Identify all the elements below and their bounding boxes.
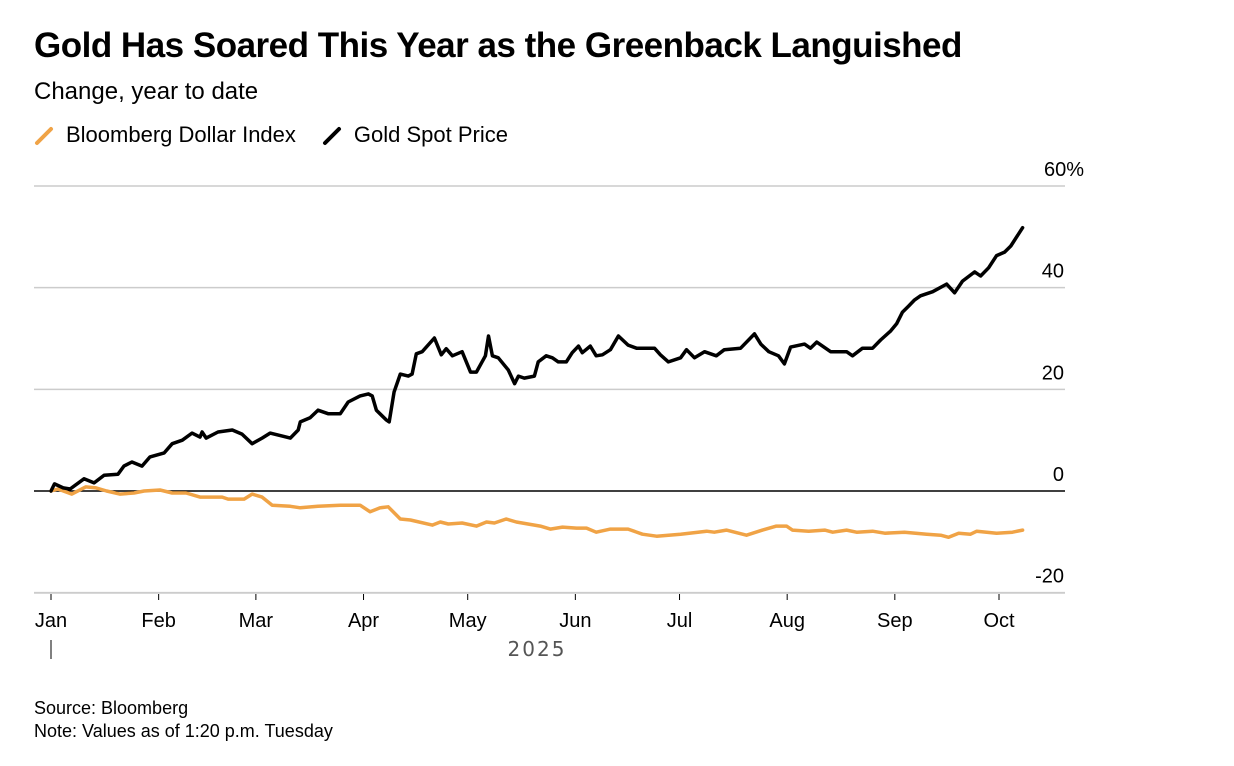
y-axis-labels: 60% 40 20 0 -20 (1035, 159, 1084, 588)
x-tick-label: Oct (983, 610, 1015, 632)
series-line-dollar-index (49, 485, 1025, 540)
legend-swatch-gold-spot (322, 127, 341, 145)
x-tick-label: May (449, 610, 487, 632)
footer: Source: Bloomberg Note: Values as of 1:2… (34, 697, 333, 743)
x-tick-label: Mar (239, 610, 274, 632)
legend-label-dollar-index: Bloomberg Dollar Index (66, 122, 296, 147)
time-note: Note: Values as of 1:20 p.m. Tuesday (34, 721, 333, 741)
legend: Bloomberg Dollar Index Gold Spot Price (34, 122, 534, 148)
y-tick-label: 40 (1042, 261, 1064, 283)
x-tick-label: Feb (141, 610, 175, 632)
x-axis: Jan Feb Mar Apr May Jun Jul Aug Sep Oct 2025 (34, 592, 1065, 661)
chart-subtitle: Change, year to date (34, 78, 259, 105)
y-tick-label: -20 (1035, 566, 1064, 588)
x-tick-label: Jan (35, 610, 67, 632)
x-tick-label: Sep (877, 610, 913, 632)
x-tick-label: Aug (769, 610, 805, 632)
chart-title: Gold Has Soared This Year as the Greenba… (34, 26, 962, 65)
series-line-gold-spot (49, 225, 1025, 493)
year-label: 2025 (508, 637, 567, 661)
y-tick-label: 0 (1053, 464, 1064, 486)
x-tick-label: Jul (667, 610, 693, 632)
legend-swatch-dollar-index (35, 127, 53, 145)
legend-item-dollar-index: Bloomberg Dollar Index (34, 122, 296, 148)
y-tick-label: 20 (1042, 362, 1064, 384)
source-note: Source: Bloomberg (34, 698, 189, 718)
x-tick-label: Jun (559, 610, 591, 632)
y-tick-label: 60% (1044, 159, 1084, 181)
x-tick-label: Apr (348, 610, 379, 632)
series-lines (49, 225, 1025, 540)
legend-label-gold-spot: Gold Spot Price (353, 122, 508, 147)
legend-item-gold-spot: Gold Spot Price (322, 122, 508, 148)
